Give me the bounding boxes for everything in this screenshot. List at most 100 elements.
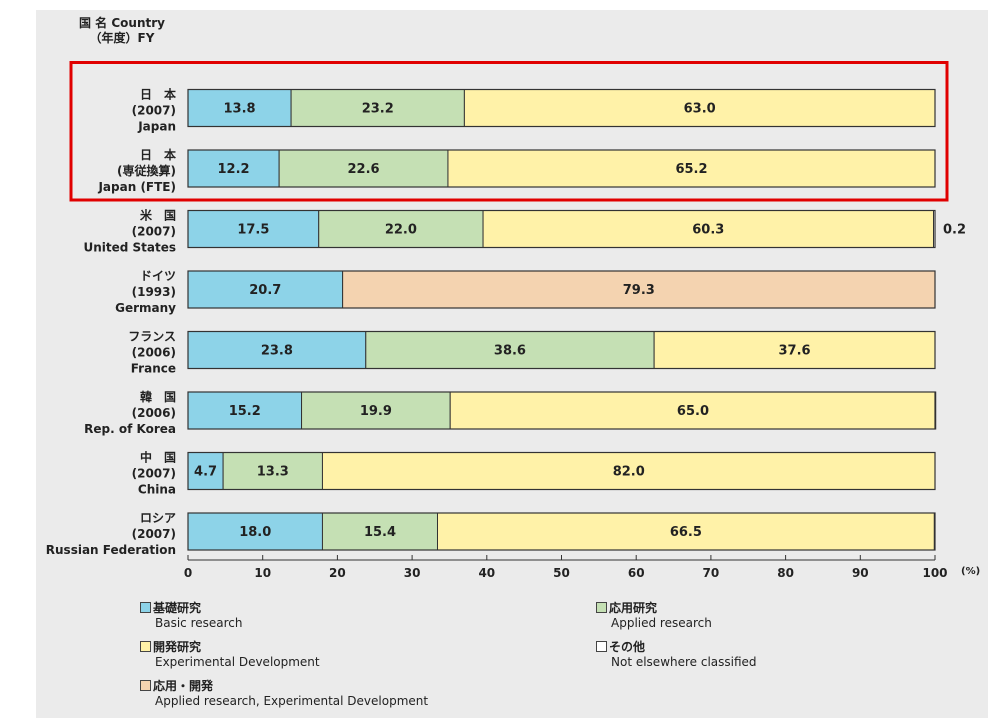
bar-outline	[187, 512, 936, 551]
legend-other-en: Not elsewhere classified	[611, 655, 757, 669]
country-header-line2: （年度）FY	[89, 31, 155, 45]
category-label-line1: 中 国	[140, 450, 176, 465]
legend-applied-experimental-swatch	[140, 680, 151, 691]
legend-applied-experimental-jp: 応用・開発	[153, 679, 214, 693]
category-label-line2: (2006)	[132, 346, 176, 360]
legend-experimental-swatch	[140, 641, 151, 652]
data-label-basic: 4.7	[194, 465, 217, 480]
legend-applied-experimental-en: Applied research, Experimental Developme…	[155, 694, 429, 708]
x-tick-label: 100	[922, 566, 947, 580]
data-label-basic: 20.7	[249, 283, 281, 298]
category-label-line3: Japan (FTE)	[97, 180, 176, 194]
x-tick-label: 90	[852, 566, 869, 580]
bar-outline	[187, 88, 936, 128]
category-label-line3: Germany	[115, 301, 176, 315]
category-label-line1: ドイツ	[140, 269, 176, 283]
category-label-line1: 日 本	[140, 147, 176, 162]
data-label-basic: 15.2	[229, 404, 261, 419]
legend-basic-jp: 基礎研究	[153, 601, 202, 615]
data-label-basic: 12.2	[218, 162, 250, 177]
legend-basic: 基礎研究 Basic research	[140, 601, 243, 631]
category-label-line2: (専従換算)	[117, 163, 176, 178]
data-label-experimental: 60.3	[692, 223, 724, 238]
category-label-line3: Rep. of Korea	[84, 422, 176, 436]
x-tick-label: 20	[329, 566, 346, 580]
category-label-line1: 韓 国	[140, 389, 176, 404]
x-tick-label: 50	[553, 566, 570, 580]
category-label-line3: Japan	[137, 120, 176, 134]
bar-outline	[187, 330, 936, 370]
legend-applied-en: Applied research	[611, 616, 712, 630]
bar-segment-applied	[321, 512, 438, 551]
category-label-line2: (2007)	[132, 527, 176, 541]
data-label-other: 0.2	[943, 223, 966, 238]
legend-experimental-jp: 開発研究	[153, 640, 202, 654]
bar-segment-experimental	[653, 331, 936, 369]
category-label-line2: (2007)	[132, 467, 176, 481]
data-label-applied: 23.2	[362, 102, 394, 117]
data-label-basic: 18.0	[239, 525, 271, 540]
data-label-experimental: 66.5	[670, 525, 702, 540]
bar-segment-applied	[301, 391, 451, 430]
bar-segment-experimental	[449, 391, 937, 430]
legend-basic-swatch	[140, 602, 151, 613]
bar-segment-applied	[318, 210, 484, 248]
data-label-basic: 17.5	[237, 223, 269, 238]
x-axis-unit: (%)	[961, 566, 980, 577]
category-label-line3: Russian Federation	[46, 543, 176, 557]
legend-basic-en: Basic research	[155, 616, 243, 630]
x-tick-label: 10	[254, 566, 271, 580]
data-label-basic: 13.8	[224, 102, 256, 117]
legend-experimental-en: Experimental Development	[155, 655, 320, 669]
data-label-applied: 22.6	[348, 162, 380, 177]
category-label-line1: 米 国	[140, 208, 176, 223]
legend-other-swatch	[596, 641, 607, 652]
category-label-line3: China	[138, 483, 176, 497]
legend-applied-jp: 応用研究	[609, 601, 658, 615]
category-label-line3: United States	[83, 241, 176, 255]
highlight-box	[69, 61, 949, 202]
category-label-line3: France	[131, 362, 176, 376]
country-header: 国 名 Country （年度）FY	[62, 16, 182, 46]
country-header-line1: 国 名 Country	[79, 16, 165, 30]
legend-experimental: 開発研究 Experimental Development	[140, 640, 320, 670]
legend-other-jp: その他	[609, 640, 646, 654]
data-label-experimental: 65.0	[677, 404, 709, 419]
legend-applied: 応用研究 Applied research	[596, 601, 712, 631]
data-label-experimental: 65.2	[675, 162, 707, 177]
x-tick-label: 40	[478, 566, 495, 580]
category-label-line2: (2007)	[132, 104, 176, 118]
legend-other: その他 Not elsewhere classified	[596, 640, 757, 670]
category-label-line2: (2006)	[132, 406, 176, 420]
legend-applied-swatch	[596, 602, 607, 613]
data-label-experimental: 82.0	[613, 465, 645, 480]
data-label-experimental: 63.0	[684, 102, 716, 117]
data-label-applied: 13.3	[257, 465, 289, 480]
bar-outline	[187, 149, 936, 188]
category-label-line1: 日 本	[140, 87, 176, 102]
x-tick-label: 70	[703, 566, 720, 580]
data-label-basic: 23.8	[261, 344, 293, 359]
x-tick-label: 0	[184, 566, 192, 580]
category-label-line2: (1993)	[132, 285, 176, 299]
data-label-applied: 38.6	[494, 344, 526, 359]
bar-outline	[187, 209, 936, 249]
category-label-line1: フランス	[128, 330, 176, 344]
x-tick-label: 30	[404, 566, 421, 580]
bar-segment-basic	[187, 331, 367, 369]
data-label-applied: 15.4	[364, 525, 396, 540]
legend-applied-experimental: 応用・開発 Applied research, Experimental Dev…	[140, 679, 428, 709]
bar-segment-applied	[278, 149, 449, 188]
data-label-applied: 19.9	[360, 404, 392, 419]
category-label-line1: ロシア	[140, 511, 176, 525]
data-label-applied-experimental: 79.3	[623, 283, 655, 298]
data-label-experimental: 37.6	[779, 344, 811, 359]
data-label-applied: 22.0	[385, 223, 417, 238]
bar-outline	[187, 451, 936, 491]
bar-segment-basic	[187, 391, 303, 430]
x-tick-label: 60	[628, 566, 645, 580]
x-tick-label: 80	[777, 566, 794, 580]
category-label-line2: (2007)	[132, 225, 176, 239]
bar-outline	[187, 391, 936, 430]
